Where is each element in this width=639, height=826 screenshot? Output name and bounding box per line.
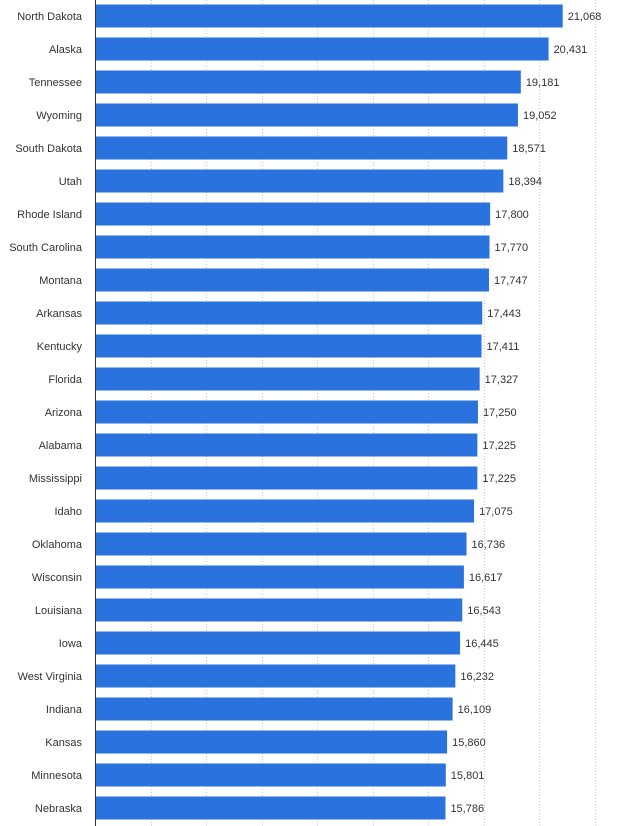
bar xyxy=(95,631,461,655)
category-label: North Dakota xyxy=(17,11,83,23)
category-label: Tennessee xyxy=(29,77,82,89)
value-labels: 21,068 20,431 19,181 19,052 18,571 18,394 17,8… xyxy=(450,11,601,815)
value-label: 17,225 xyxy=(482,440,516,452)
bar xyxy=(95,565,464,589)
value-label: 17,411 xyxy=(487,341,520,353)
bar xyxy=(95,334,482,358)
category-label: Alabama xyxy=(39,440,83,452)
bar xyxy=(95,235,490,259)
bar xyxy=(95,103,518,127)
value-label: 17,075 xyxy=(479,506,513,518)
bars xyxy=(95,4,563,820)
value-label: 18,571 xyxy=(512,143,546,155)
category-label: Oklahoma xyxy=(32,539,83,551)
category-label: West Virginia xyxy=(18,671,83,683)
category-label: Alaska xyxy=(49,44,83,56)
category-label: Florida xyxy=(48,374,83,386)
category-label: Idaho xyxy=(54,506,82,518)
value-label: 17,747 xyxy=(494,275,528,287)
bar xyxy=(95,763,446,787)
category-label: Louisiana xyxy=(35,605,83,617)
bar xyxy=(95,433,478,457)
bar xyxy=(95,169,504,193)
bar xyxy=(95,598,463,622)
category-label: Kentucky xyxy=(37,341,83,353)
category-label: Nebraska xyxy=(35,803,83,815)
category-label: Mississippi xyxy=(29,473,82,485)
category-label: Rhode Island xyxy=(17,209,82,221)
value-label: 16,445 xyxy=(465,638,499,650)
category-label: Minnesota xyxy=(31,770,83,782)
bar xyxy=(95,664,456,688)
category-label: South Dakota xyxy=(15,143,83,155)
bar xyxy=(95,730,448,754)
value-label: 19,052 xyxy=(523,110,557,122)
bar xyxy=(95,37,549,61)
value-label: 17,443 xyxy=(487,308,521,320)
value-label: 15,801 xyxy=(451,770,485,782)
bar xyxy=(95,70,521,94)
value-label: 17,770 xyxy=(494,242,528,254)
bar xyxy=(95,367,480,391)
value-label: 21,068 xyxy=(568,11,602,23)
value-label: 16,543 xyxy=(467,605,501,617)
value-label: 19,181 xyxy=(526,77,560,89)
bar xyxy=(95,268,489,292)
bar xyxy=(95,136,508,160)
category-label: Indiana xyxy=(46,704,83,716)
value-label: 16,109 xyxy=(458,704,492,716)
bar xyxy=(95,796,446,820)
category-label: South Carolina xyxy=(9,242,83,254)
category-label: Arizona xyxy=(45,407,83,419)
value-label: 20,431 xyxy=(554,44,588,56)
value-label: 17,225 xyxy=(482,473,516,485)
value-label: 16,232 xyxy=(460,671,494,683)
bar xyxy=(95,4,563,28)
category-label: Arkansas xyxy=(36,308,82,320)
bar xyxy=(95,301,483,325)
category-labels: North Dakota Alaska Tennessee Wyoming South … xyxy=(9,11,83,815)
category-label: Montana xyxy=(39,275,83,287)
category-label: Wisconsin xyxy=(32,572,82,584)
value-label: 17,800 xyxy=(495,209,529,221)
value-label: 17,250 xyxy=(483,407,517,419)
bar xyxy=(95,499,475,523)
category-label: Utah xyxy=(59,176,82,188)
value-label: 15,860 xyxy=(452,737,486,749)
category-label: Kansas xyxy=(45,737,82,749)
category-label: Iowa xyxy=(59,638,83,650)
value-label: 17,327 xyxy=(485,374,519,386)
bar xyxy=(95,202,491,226)
category-label: Wyoming xyxy=(36,110,82,122)
value-label: 18,394 xyxy=(508,176,542,188)
bar xyxy=(95,400,478,424)
bar xyxy=(95,466,478,490)
bar xyxy=(95,532,467,556)
value-label: 16,617 xyxy=(469,572,503,584)
bar xyxy=(95,697,453,721)
value-label: 16,736 xyxy=(472,539,506,551)
value-label: 15,786 xyxy=(450,803,484,815)
